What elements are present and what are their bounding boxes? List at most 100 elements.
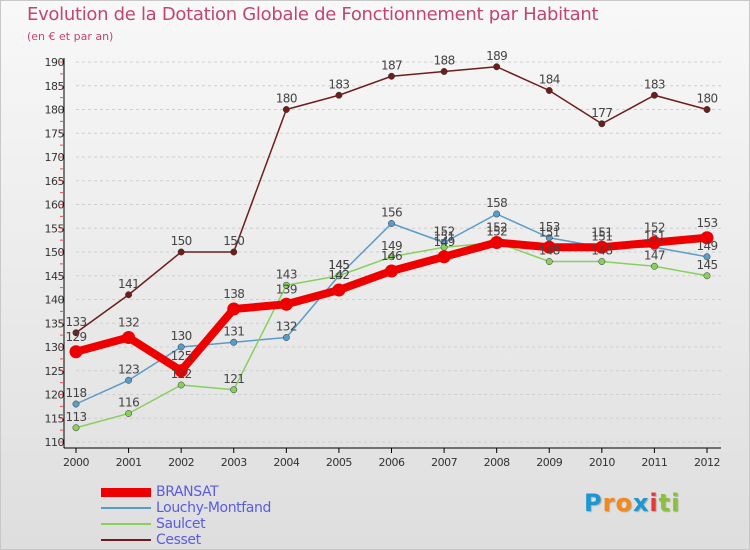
data-point-bransat: [279, 297, 293, 311]
data-label-cesset: 183: [644, 77, 665, 91]
data-label-bransat: 125: [171, 349, 192, 363]
legend-swatch-louchy-montfand: [101, 507, 151, 509]
x-tick-label: 2003: [221, 456, 247, 469]
data-point-cesset: [388, 72, 395, 80]
data-label-bransat: 129: [65, 330, 86, 344]
y-tick-label: 170: [45, 151, 65, 164]
data-label-bransat: 151: [539, 225, 560, 239]
data-point-saulcet: [703, 272, 711, 280]
data-label-cesset: 141: [118, 277, 139, 291]
data-label-louchy-montfand: 118: [65, 386, 86, 400]
data-point-saulcet: [650, 262, 658, 270]
data-point-saulcet: [598, 258, 606, 265]
data-point-cesset: [335, 91, 343, 99]
data-label-bransat: 139: [276, 282, 297, 296]
data-label-saulcet: 121: [223, 372, 244, 386]
chart-subtitle: (en € et par an): [27, 30, 114, 43]
data-point-cesset: [545, 87, 553, 94]
data-label-louchy-montfand: 130: [171, 329, 192, 343]
data-label-cesset: 180: [696, 92, 717, 106]
data-point-louchy-montfand: [72, 400, 80, 408]
data-label-louchy-montfand: 149: [696, 239, 717, 253]
data-label-cesset: 183: [328, 77, 349, 91]
data-point-cesset: [230, 248, 238, 256]
x-tick-label: 2001: [116, 456, 142, 469]
data-label-saulcet: 113: [65, 410, 86, 424]
data-label-saulcet: 116: [118, 396, 139, 410]
data-point-bransat: [122, 331, 136, 344]
data-point-bransat: [437, 250, 451, 264]
y-tick-label: 145: [45, 270, 65, 283]
legend-label: BRANSAT: [156, 484, 219, 500]
data-label-bransat: 151: [591, 225, 612, 239]
logo-letter: r: [602, 489, 616, 517]
data-label-louchy-montfand: 153: [539, 220, 560, 234]
data-point-bransat: [700, 231, 714, 245]
legend-label: Saulcet: [156, 516, 206, 532]
data-point-bransat: [69, 345, 83, 359]
x-tick-label: 2000: [63, 456, 89, 469]
data-point-cesset: [177, 248, 185, 256]
data-label-bransat: 138: [223, 287, 244, 301]
legend-swatch-cesset: [101, 539, 151, 541]
data-point-bransat: [385, 264, 398, 278]
y-tick-label: 155: [45, 222, 65, 235]
data-point-louchy-montfand: [703, 253, 711, 261]
logo-letter: P: [584, 489, 603, 517]
x-tick-label: 2008: [484, 456, 510, 469]
y-tick-label: 130: [45, 341, 65, 354]
data-label-louchy-montfand: 151: [591, 229, 612, 243]
data-label-louchy-montfand: 156: [381, 206, 402, 220]
data-point-cesset: [598, 120, 606, 128]
x-tick-label: 2011: [641, 456, 667, 469]
data-point-cesset: [493, 63, 501, 71]
x-tick-label: 2007: [431, 456, 457, 469]
data-point-bransat: [647, 236, 661, 249]
data-label-louchy-montfand: 145: [328, 258, 349, 272]
proxiti-logo: Proxiti: [584, 489, 680, 517]
logo-letter: o: [615, 489, 633, 517]
data-point-louchy-montfand: [230, 338, 238, 346]
data-label-bransat: 146: [381, 249, 402, 263]
data-point-bransat: [174, 364, 188, 378]
x-tick-label: 2012: [694, 456, 720, 469]
logo-letter: x: [632, 489, 650, 517]
data-point-bransat: [542, 240, 556, 254]
y-tick-label: 185: [45, 80, 65, 93]
data-point-cesset: [703, 106, 711, 113]
logo-letter: t: [658, 489, 672, 517]
data-label-saulcet: 122: [171, 367, 192, 381]
y-tick-label: 135: [45, 317, 65, 330]
data-point-cesset: [440, 68, 448, 75]
data-label-bransat: 152: [644, 221, 665, 235]
y-tick-label: 180: [45, 104, 65, 117]
data-point-bransat: [227, 302, 241, 316]
legend-label: Cesset: [156, 532, 201, 548]
data-label-cesset: 150: [223, 234, 244, 248]
data-point-louchy-montfand: [388, 220, 395, 227]
data-label-saulcet: 147: [644, 248, 665, 262]
data-label-louchy-montfand: 132: [276, 320, 297, 334]
data-label-saulcet: 143: [276, 267, 297, 281]
data-label-louchy-montfand: 158: [486, 196, 507, 210]
data-point-saulcet: [177, 381, 185, 389]
legend-label: Louchy-Montfand: [156, 500, 271, 516]
data-point-saulcet: [230, 386, 238, 394]
data-label-saulcet: 145: [696, 258, 717, 272]
data-label-louchy-montfand: 131: [223, 324, 244, 338]
legend-swatch-saulcet: [101, 523, 151, 525]
data-point-louchy-montfand: [125, 376, 133, 384]
y-tick-label: 160: [45, 199, 65, 212]
data-label-cesset: 180: [276, 92, 297, 106]
data-label-saulcet: 151: [434, 229, 455, 243]
data-point-louchy-montfand: [282, 334, 290, 341]
x-tick-label: 2005: [326, 456, 352, 469]
data-point-louchy-montfand: [177, 343, 185, 351]
data-point-cesset: [72, 329, 80, 337]
data-label-cesset: 187: [381, 58, 402, 72]
data-label-cesset: 184: [539, 73, 560, 87]
data-label-louchy-montfand: 123: [118, 362, 139, 376]
data-label-bransat: 152: [486, 221, 507, 235]
data-point-saulcet: [72, 424, 80, 432]
data-label-louchy-montfand: 152: [434, 225, 455, 239]
